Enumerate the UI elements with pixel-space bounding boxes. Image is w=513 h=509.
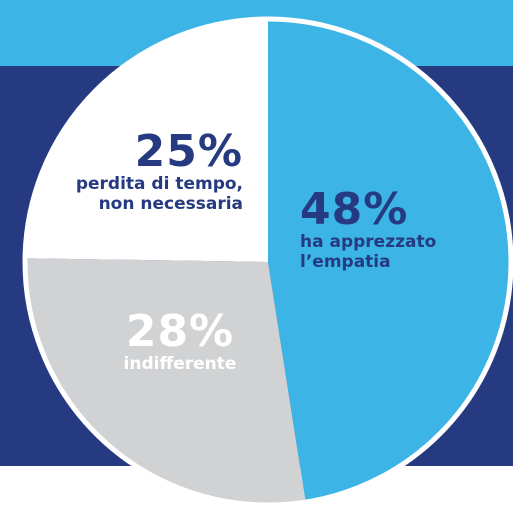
slice-label: 48% ha apprezzato l’empatia (300, 188, 436, 273)
category-label: indifferente (123, 354, 237, 374)
pie-slice (25, 19, 268, 262)
value-label: 48% (300, 184, 409, 235)
pie-border (22, 16, 513, 508)
value-label: 25% (134, 126, 243, 177)
pie (22, 16, 513, 508)
pie-slice (268, 19, 511, 503)
category-label: perdita di tempo, non necessaria (75, 174, 243, 215)
category-label: ha apprezzato l’empatia (300, 232, 437, 273)
pie-slice (25, 258, 306, 505)
value-label: 28% (125, 306, 235, 357)
slice-label: 28% indifferente (60, 306, 300, 375)
slice-label: 25% perdita di tempo, non necessaria (76, 130, 243, 215)
